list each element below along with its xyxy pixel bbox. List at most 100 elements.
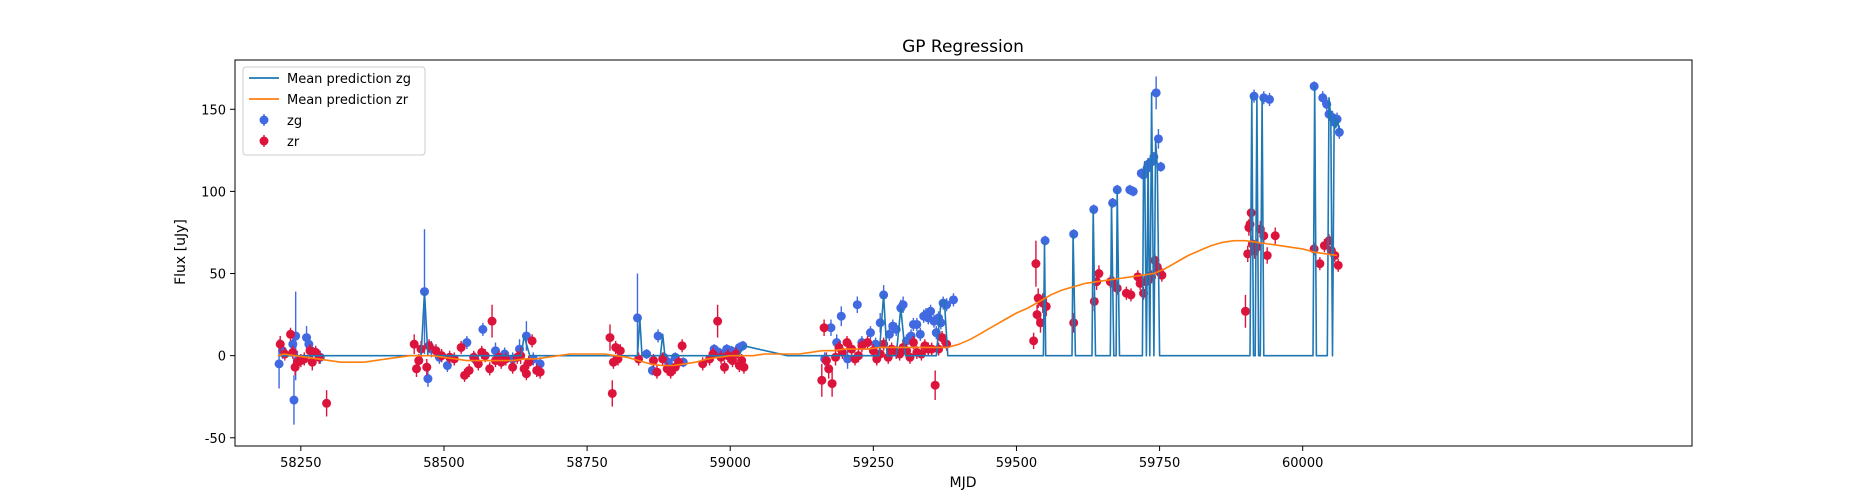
marker-zr	[322, 398, 332, 408]
marker-zr	[487, 316, 497, 326]
marker-zr	[677, 341, 687, 351]
legend-swatch	[259, 136, 269, 146]
y-tick-label: 50	[209, 268, 226, 283]
series-line-zg	[277, 85, 1341, 357]
marker-zr	[934, 344, 944, 354]
marker-zg	[912, 319, 922, 329]
legend-label: Mean prediction zg	[287, 72, 411, 87]
data-point-zg	[423, 370, 433, 387]
marker-zr	[1252, 242, 1262, 252]
data-point-zr	[937, 331, 947, 345]
marker-zg	[852, 300, 862, 310]
data-point-zr	[521, 367, 531, 381]
data-point-zr	[817, 363, 827, 397]
data-point-zr	[1029, 332, 1039, 350]
data-point-zg	[884, 327, 894, 341]
marker-zr	[1036, 318, 1046, 328]
chart-title: GP Regression	[902, 37, 1024, 57]
marker-zg	[865, 328, 875, 338]
marker-zr	[817, 375, 827, 385]
legend-label: zg	[287, 114, 302, 129]
marker-zr	[821, 356, 831, 366]
data-point-zr	[827, 370, 837, 397]
data-point-zg	[836, 306, 846, 327]
marker-zr	[464, 365, 474, 375]
data-point-zr	[409, 334, 419, 355]
marker-zr	[863, 338, 873, 348]
marker-zr	[314, 352, 324, 362]
marker-zr	[908, 338, 918, 348]
data-point-zg	[478, 322, 488, 336]
marker-zg	[274, 359, 284, 369]
marker-zr	[521, 369, 531, 379]
data-point-zr	[307, 354, 317, 371]
data-point-zr	[473, 357, 483, 371]
data-point-zr	[605, 324, 615, 351]
y-tick-label: 0	[218, 350, 226, 365]
data-point-zg	[653, 329, 663, 343]
marker-zr	[648, 356, 658, 366]
data-point-zg	[1128, 186, 1138, 197]
marker-zg	[442, 361, 452, 371]
data-point-zg	[926, 304, 936, 318]
data-point-zr	[275, 335, 285, 353]
marker-zg	[826, 323, 836, 333]
marker-zg	[936, 318, 946, 328]
data-point-zg	[915, 327, 925, 341]
marker-zg	[1128, 186, 1138, 196]
marker-zg	[642, 349, 652, 359]
data-point-zr	[863, 335, 873, 350]
marker-zr	[1031, 259, 1041, 269]
data-point-zr	[535, 365, 545, 379]
marker-zg	[1151, 88, 1161, 98]
marker-zg	[1318, 93, 1328, 103]
data-point-zr	[1069, 312, 1079, 333]
data-point-zr	[1126, 288, 1136, 302]
marker-zg	[1264, 94, 1274, 104]
marker-zg	[948, 295, 958, 305]
data-point-zr	[464, 363, 474, 378]
marker-zr	[535, 367, 545, 377]
data-point-zg	[289, 375, 299, 425]
marker-zr	[411, 364, 421, 374]
marker-zr	[409, 339, 419, 349]
data-point-zr	[658, 352, 668, 366]
data-point-zg	[865, 326, 875, 340]
marker-zr	[286, 329, 296, 339]
marker-zg	[1156, 162, 1166, 172]
marker-zr	[1262, 250, 1272, 260]
marker-zr	[485, 364, 495, 374]
legend-label: zr	[287, 135, 300, 150]
data-point-zr	[487, 304, 497, 338]
data-point-zr	[1333, 258, 1343, 272]
data-point-zg	[826, 319, 836, 336]
marker-zg	[1108, 198, 1118, 208]
marker-zg	[1040, 236, 1050, 246]
data-point-zg	[898, 296, 908, 313]
marker-zg	[898, 300, 908, 310]
data-point-zr	[524, 355, 534, 369]
data-point-zr	[286, 327, 296, 341]
marker-zg	[836, 311, 846, 321]
marker-zr	[1333, 260, 1343, 270]
marker-zg	[289, 395, 299, 405]
data-point-zr	[508, 360, 518, 374]
marker-zr	[1157, 270, 1167, 280]
legend-label: Mean prediction zr	[287, 93, 409, 108]
marker-zg	[423, 374, 433, 384]
data-point-zr	[456, 340, 466, 355]
marker-zg	[884, 329, 894, 339]
plot-frame	[234, 59, 1693, 447]
data-point-zr	[824, 358, 834, 379]
marker-zr	[414, 356, 424, 366]
series-line-zr	[277, 239, 1338, 367]
marker-zr	[615, 346, 625, 356]
data-point-zg	[852, 296, 862, 313]
data-point-zr	[1240, 294, 1250, 328]
data-point-zr	[652, 365, 662, 379]
data-point-zr	[422, 358, 432, 376]
marker-zr	[930, 380, 940, 390]
data-point-zg	[912, 317, 922, 332]
data-point-zr	[819, 319, 829, 336]
